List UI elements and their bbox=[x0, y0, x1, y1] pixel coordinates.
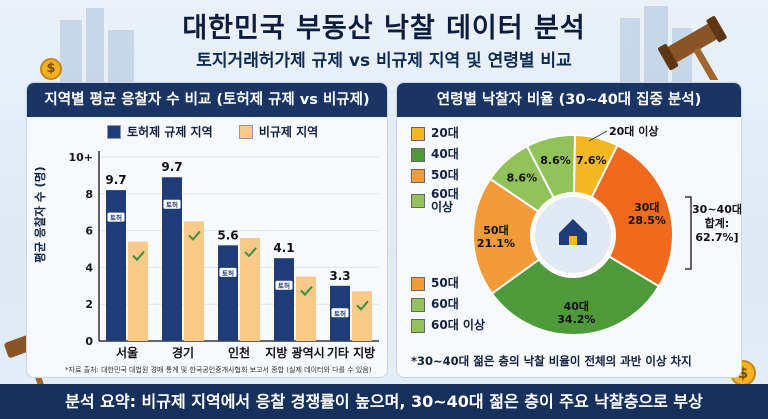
combined-label: 30~40대 합계: 62.7%] bbox=[692, 202, 742, 244]
bar-unregulated bbox=[296, 276, 316, 341]
y-tick-label: 8 bbox=[85, 188, 93, 201]
combined-bracket bbox=[685, 196, 692, 270]
pie-slice bbox=[490, 255, 661, 336]
legend-swatch-unregulated bbox=[238, 124, 253, 139]
bar-tag bbox=[274, 279, 294, 291]
x-category-label: 기타 지방 bbox=[327, 345, 375, 360]
pie-legend-label: 60대 이상 bbox=[431, 187, 459, 214]
bar-regulated bbox=[218, 245, 238, 341]
bar-regulated bbox=[106, 190, 126, 341]
bar-data-label: 5.6 bbox=[217, 228, 238, 242]
dollar-coin-icon: $ bbox=[40, 58, 62, 80]
pie-legend-item: 40대 bbox=[411, 144, 459, 165]
bar-legend: 토허제 규제 지역 비규제 지역 bbox=[107, 123, 340, 142]
bar-tag-label: 토허 bbox=[222, 268, 234, 277]
bar-unregulated bbox=[240, 237, 260, 341]
pie-note: *30~40대 젊은 층의 낙찰 비율이 전체의 과반 이상 차지 bbox=[411, 354, 692, 368]
y-tick-label: 6 bbox=[85, 225, 93, 238]
bar-data-label: 4.1 bbox=[273, 241, 294, 255]
bar-data-label: 3.3 bbox=[329, 269, 350, 283]
pie-legend-top: 20대 40대 50대 60대 이상 bbox=[411, 123, 459, 216]
bar-tag bbox=[218, 266, 238, 278]
pie-slice bbox=[525, 134, 577, 200]
y-tick-label: 4 bbox=[85, 261, 93, 274]
pie-legend-label: 50대 bbox=[431, 276, 459, 290]
pie-chart-panel: 연령별 낙찰자 비율 (30~40대 집중 분석) 20대 40대 50대 60대 이… bbox=[396, 82, 742, 378]
pie-legend-label: 50대 bbox=[431, 168, 459, 182]
check-icon bbox=[132, 250, 145, 262]
summary-banner: 분석 요약: 비규제 지역에서 응찰 경쟁률이 높으며, 30~40대 젊은 층… bbox=[0, 384, 768, 419]
pie-legend-item: 50대 bbox=[411, 273, 485, 294]
pie-slice-label: 8.6% bbox=[540, 154, 571, 167]
pie-legend-item: 60대 이상 bbox=[411, 186, 459, 216]
bar-regulated bbox=[162, 177, 182, 341]
pie-legend-swatch bbox=[411, 126, 425, 141]
pie-legend-swatch bbox=[411, 147, 425, 162]
pie-legend-label: 60대 이상 bbox=[431, 318, 485, 332]
house-icon bbox=[559, 219, 587, 245]
bar-tag-label: 토허 bbox=[278, 281, 290, 290]
bar-data-label: 9.7 bbox=[161, 160, 182, 174]
pie-legend-item: 20대 bbox=[411, 123, 459, 144]
check-icon bbox=[300, 285, 313, 297]
x-category-label: 지방 광역시 bbox=[265, 345, 324, 360]
pie-legend-label: 60대 bbox=[431, 297, 459, 311]
pie-legend-swatch bbox=[411, 168, 425, 183]
pie-chart: 7.6% 30대 28.5% 40대 34.2% 50대 21.1% 8.6%8.6% 20대 … bbox=[472, 124, 742, 336]
callout-line bbox=[588, 130, 608, 142]
check-icon bbox=[188, 230, 201, 241]
x-category-label: 인천 bbox=[228, 345, 250, 360]
check-icon bbox=[356, 300, 369, 311]
x-category-label: 서울 bbox=[116, 345, 138, 360]
x-category-label: 경기 bbox=[172, 345, 194, 360]
bar-tag bbox=[106, 211, 126, 223]
pie-slice-label: 40대 34.2% bbox=[557, 299, 595, 326]
pie-slice-label: 50대 21.1% bbox=[477, 223, 515, 250]
callout-20s: 20대 이상 bbox=[609, 124, 659, 138]
pie-legend-label: 40대 bbox=[431, 147, 459, 161]
page-subtitle: 토지거래허가제 규제 vs 비규제 지역 및 연령별 비교 bbox=[196, 51, 572, 71]
bar-tag bbox=[162, 198, 182, 210]
bar-panel-heading: 지역별 평균 응찰자 수 비교 (토허제 규제 vs 비규제) bbox=[27, 83, 387, 117]
y-tick-label: 10+ bbox=[68, 151, 93, 164]
legend-label-regulated: 토허제 규제 지역 bbox=[127, 125, 213, 139]
bar-unregulated bbox=[128, 241, 148, 341]
y-tick-label: 0 bbox=[85, 335, 93, 348]
check-icon bbox=[244, 247, 257, 258]
bar-tag-label: 토허 bbox=[166, 200, 178, 209]
pie-legend-item: 50대 bbox=[411, 165, 459, 186]
bar-chart: 0 2 4 6 8 10+ 토허 9.7 서울 토허 9.7 경기 토허 5.6 인천 토허 4.1 지방 광역시… bbox=[68, 151, 379, 360]
pie-legend-item: 60대 이상 bbox=[411, 315, 485, 336]
bar-unregulated bbox=[352, 291, 372, 341]
legend-swatch-regulated bbox=[107, 124, 121, 139]
pie-slice-label: 7.6% bbox=[576, 154, 607, 167]
pie-slice bbox=[590, 144, 674, 288]
source-note: *자료 출처: 대한민국 대법원 경매 통계 및 한국공인중개사협회 보고서 종… bbox=[65, 366, 372, 374]
pie-slice-label: 8.6% bbox=[507, 171, 538, 184]
bar-regulated bbox=[274, 258, 294, 341]
pie-legend-item: 60대 bbox=[411, 294, 485, 315]
pie-slice-label: 30대 28.5% bbox=[628, 200, 666, 227]
pie-panel-heading: 연령별 낙찰자 비율 (30~40대 집중 분석) bbox=[397, 83, 741, 117]
page-title: 대한민국 부동산 낙찰 데이터 분석 bbox=[182, 13, 586, 44]
pie-legend-label: 20대 bbox=[431, 126, 459, 140]
bar-tag-label: 토허 bbox=[334, 309, 346, 318]
bar-tag-label: 토허 bbox=[110, 213, 122, 222]
pie-legend-swatch bbox=[411, 194, 425, 208]
bar-chart-panel: 지역별 평균 응찰자 수 비교 (토허제 규제 vs 비규제) 토허제 규제 지… bbox=[26, 82, 388, 378]
pie-legend-swatch bbox=[411, 297, 425, 312]
house-door-icon bbox=[569, 236, 577, 245]
pie-legend-swatch bbox=[411, 318, 425, 333]
bar-unregulated bbox=[184, 221, 204, 341]
pie-legend-swatch bbox=[411, 276, 425, 291]
bar-tag bbox=[330, 307, 350, 319]
pie-legend-bottom: 50대 60대 60대 이상 bbox=[411, 273, 485, 336]
bar-data-label: 9.7 bbox=[105, 173, 126, 187]
legend-label-unregulated: 비규제 지역 bbox=[258, 125, 319, 139]
pie-slice bbox=[472, 177, 541, 295]
y-tick-label: 2 bbox=[85, 298, 93, 311]
